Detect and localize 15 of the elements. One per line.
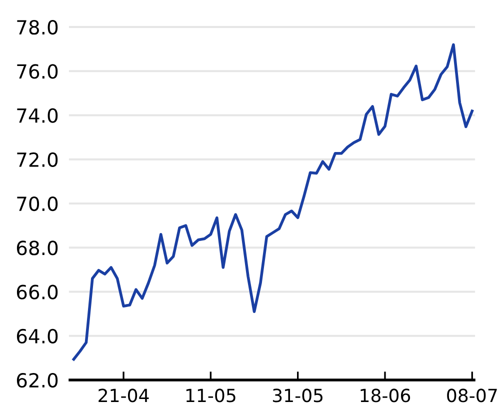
y-tick-label: 78.0: [17, 20, 58, 35]
x-tick-label: 08-07: [447, 388, 497, 402]
x-tick-label: 31-05: [272, 388, 322, 402]
x-tick-label: 21-04: [98, 388, 149, 402]
y-tick-label: 72.0: [17, 152, 58, 168]
y-tick-label: 74.0: [17, 108, 58, 123]
y-tick-label: 68.0: [16, 240, 58, 256]
x-tick-label: 11-05: [186, 388, 236, 402]
y-tick-label: 64.0: [16, 328, 58, 344]
line-series: [72, 43, 474, 361]
y-tick-label: 66.0: [16, 284, 58, 300]
x-tick-label: 18-06: [360, 388, 410, 402]
y-tick-label: 70.0: [17, 196, 58, 212]
y-tick-label: 62.0: [16, 372, 58, 388]
y-tick-label: 76.0: [17, 64, 58, 79]
